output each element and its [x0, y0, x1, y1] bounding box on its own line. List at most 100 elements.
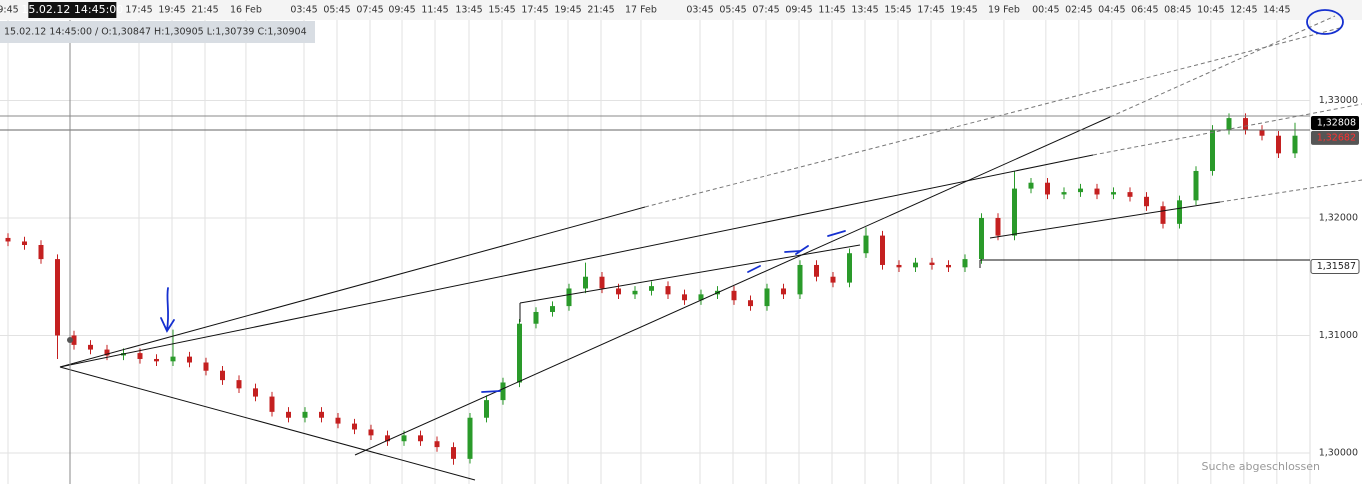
candle-body	[830, 276, 836, 283]
x-tick-label: 21:45	[587, 5, 614, 16]
candle-body	[71, 335, 77, 345]
candle-body	[88, 344, 93, 350]
candle-body	[319, 411, 324, 418]
candle-body	[401, 435, 407, 442]
candle-body	[929, 262, 935, 265]
candle-body	[1177, 200, 1182, 224]
candle-body	[236, 380, 242, 389]
candle-body	[1292, 135, 1298, 154]
x-tick-label: 07:45	[752, 5, 779, 16]
candle-body	[533, 311, 539, 324]
info-box	[0, 21, 315, 43]
y-tick-label: 1,33000	[1319, 95, 1358, 106]
candle-body	[550, 306, 555, 312]
y-tick-label: 1,32000	[1319, 212, 1358, 223]
trend-line-extension	[1109, 15, 1336, 118]
candle-body	[220, 370, 225, 381]
candle-body	[781, 288, 786, 295]
x-tick-label: 17 Feb	[625, 5, 657, 16]
x-tick-label: 11:45	[421, 5, 448, 16]
candle-body	[1012, 188, 1017, 236]
candle-body	[467, 417, 473, 459]
candle-body	[22, 241, 27, 245]
candle-body	[1127, 192, 1133, 197]
x-tick-label: 08:45	[1164, 5, 1191, 16]
price-badge-label: 1,31587	[1317, 261, 1356, 272]
candle-body	[1045, 182, 1050, 195]
candle-body	[1276, 135, 1281, 154]
candle-body	[731, 290, 737, 301]
candle-body	[104, 349, 110, 356]
candle-body	[616, 288, 621, 295]
candle-body	[1210, 129, 1215, 171]
trend-line	[59, 206, 646, 368]
candle-body	[814, 264, 819, 277]
crosshair-dot	[67, 337, 73, 343]
y-tick-label: 1,30000	[1319, 447, 1358, 458]
candle-body	[187, 356, 192, 363]
trend-line	[519, 244, 861, 304]
hand-arrow	[160, 287, 175, 333]
candle-body	[946, 264, 951, 268]
candle-body	[1094, 188, 1100, 195]
x-tick-label: 17:45	[521, 5, 548, 16]
grid-layer	[0, 20, 1310, 484]
trend-line	[989, 201, 1221, 239]
candle-body	[847, 253, 852, 283]
candle-body	[682, 294, 687, 301]
candle-body	[137, 353, 143, 359]
candle-body	[302, 411, 308, 418]
x-tick-label: 05:45	[323, 5, 350, 16]
trend-line-extension	[644, 27, 1341, 208]
x-tick-label: 09:45	[785, 5, 812, 16]
x-tick-label: 9:45	[0, 5, 19, 16]
labels-layer: 15.02.12 14:45:00 / O:1,30847 H:1,30905 …	[0, 2, 1360, 473]
trend-line	[354, 116, 1111, 456]
x-tick-label: 19:45	[554, 5, 581, 16]
candle-body	[484, 400, 489, 418]
candle-body	[1061, 192, 1067, 195]
time-axis-bar	[0, 0, 1362, 20]
price-badge-label: 1,32682	[1317, 132, 1356, 143]
candle-body	[995, 217, 1001, 236]
x-tick-label: 11:45	[818, 5, 845, 16]
candle-body	[418, 435, 423, 442]
trend-line	[59, 154, 1094, 368]
x-tick-label: 02:45	[1065, 5, 1092, 16]
candle-body	[632, 290, 638, 295]
price-badge	[1311, 116, 1359, 131]
candle-body	[38, 244, 44, 260]
candle-body	[5, 237, 11, 242]
candle-body	[335, 417, 341, 424]
candle-body	[599, 276, 605, 289]
x-tick-label: 03:45	[686, 5, 713, 16]
trend-line-extension	[1219, 179, 1362, 203]
hand-mark	[784, 245, 809, 255]
x-tick-label: 10:45	[1197, 5, 1224, 16]
hand-circle	[1306, 9, 1344, 35]
candle-body	[1160, 206, 1166, 224]
x-tick-label: 15:45	[884, 5, 911, 16]
x-tick-label: 07:45	[356, 5, 383, 16]
drawings	[0, 9, 1362, 484]
price-badge	[1310, 258, 1360, 274]
x-tick-label: 13:45	[455, 5, 482, 16]
x-tick-label: 19 Feb	[988, 5, 1020, 16]
candle-body	[55, 259, 60, 336]
candle-body	[913, 262, 918, 268]
candle-body	[863, 235, 869, 254]
candle-body	[1111, 192, 1116, 195]
candle-body	[698, 294, 704, 301]
candle-body	[1028, 182, 1034, 189]
candle-body	[170, 356, 176, 362]
y-tick-label: 1,31000	[1319, 330, 1358, 341]
x-tick-label: 04:45	[1098, 5, 1125, 16]
hand-mark	[747, 265, 761, 273]
status-text: Suche abgeschlossen	[1202, 460, 1320, 473]
price-badge	[1311, 130, 1359, 145]
candle-body	[1243, 118, 1248, 130]
crosshair-time-badge	[28, 2, 117, 18]
candle-body	[896, 264, 902, 268]
candle-body	[649, 286, 654, 291]
